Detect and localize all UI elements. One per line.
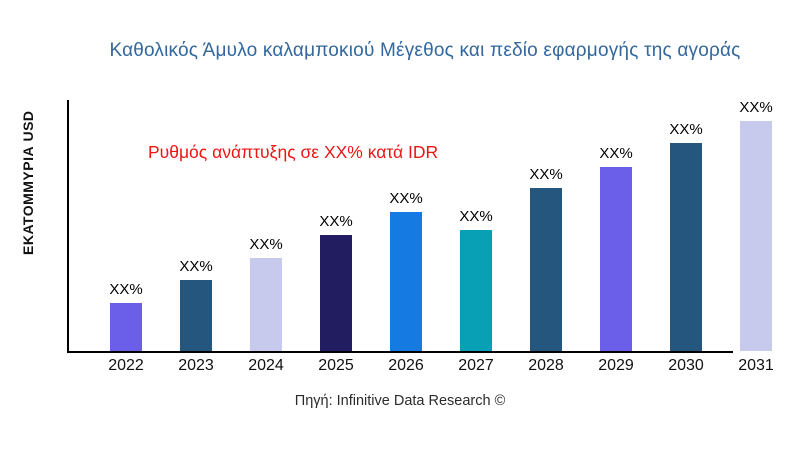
x-tick-label-2027: 2027 [458, 357, 494, 374]
bar-value-label-2023: XX% [179, 258, 213, 275]
bar-value-label-2030: XX% [669, 121, 703, 138]
x-tick-label-2025: 2025 [318, 357, 354, 374]
x-tick-label-2023: 2023 [178, 357, 214, 374]
x-tick-label-2028: 2028 [528, 357, 564, 374]
x-axis-line [67, 351, 733, 353]
growth-rate-annotation: Ρυθμός ανάπτυξης σε XX% κατά IDR [148, 142, 439, 162]
x-tick-label-2026: 2026 [388, 357, 424, 374]
x-tick-label-2029: 2029 [598, 357, 634, 374]
bar-value-label-2024: XX% [249, 236, 283, 253]
bar-value-label-2031: XX% [739, 99, 773, 116]
bar-value-label-2029: XX% [599, 145, 633, 162]
bar-2029 [600, 167, 632, 351]
bar-value-label-2028: XX% [529, 166, 563, 183]
bar-value-label-2027: XX% [459, 208, 493, 225]
x-tick-label-2030: 2030 [668, 357, 704, 374]
bar-2025 [320, 235, 352, 351]
x-tick-label-2022: 2022 [108, 357, 144, 374]
bar-2028 [530, 188, 562, 351]
y-axis-line [67, 100, 69, 353]
bar-2027 [460, 230, 492, 351]
bar-2023 [180, 280, 212, 351]
bar-2030 [670, 143, 702, 351]
bar-2026 [390, 212, 422, 351]
x-tick-label-2024: 2024 [248, 357, 284, 374]
chart-title: Καθολικός Άμυλο καλαμποκιού Μέγεθος και … [109, 40, 741, 61]
bar-value-label-2022: XX% [109, 281, 143, 298]
x-tick-label-2031: 2031 [738, 357, 774, 374]
bar-value-label-2025: XX% [319, 213, 353, 230]
bar-2024 [250, 258, 282, 351]
bar-2022 [110, 303, 142, 351]
bar-2031 [740, 121, 772, 351]
source-note: Πηγή: Infinitive Data Research © [294, 393, 506, 409]
bar-value-label-2026: XX% [389, 190, 423, 207]
